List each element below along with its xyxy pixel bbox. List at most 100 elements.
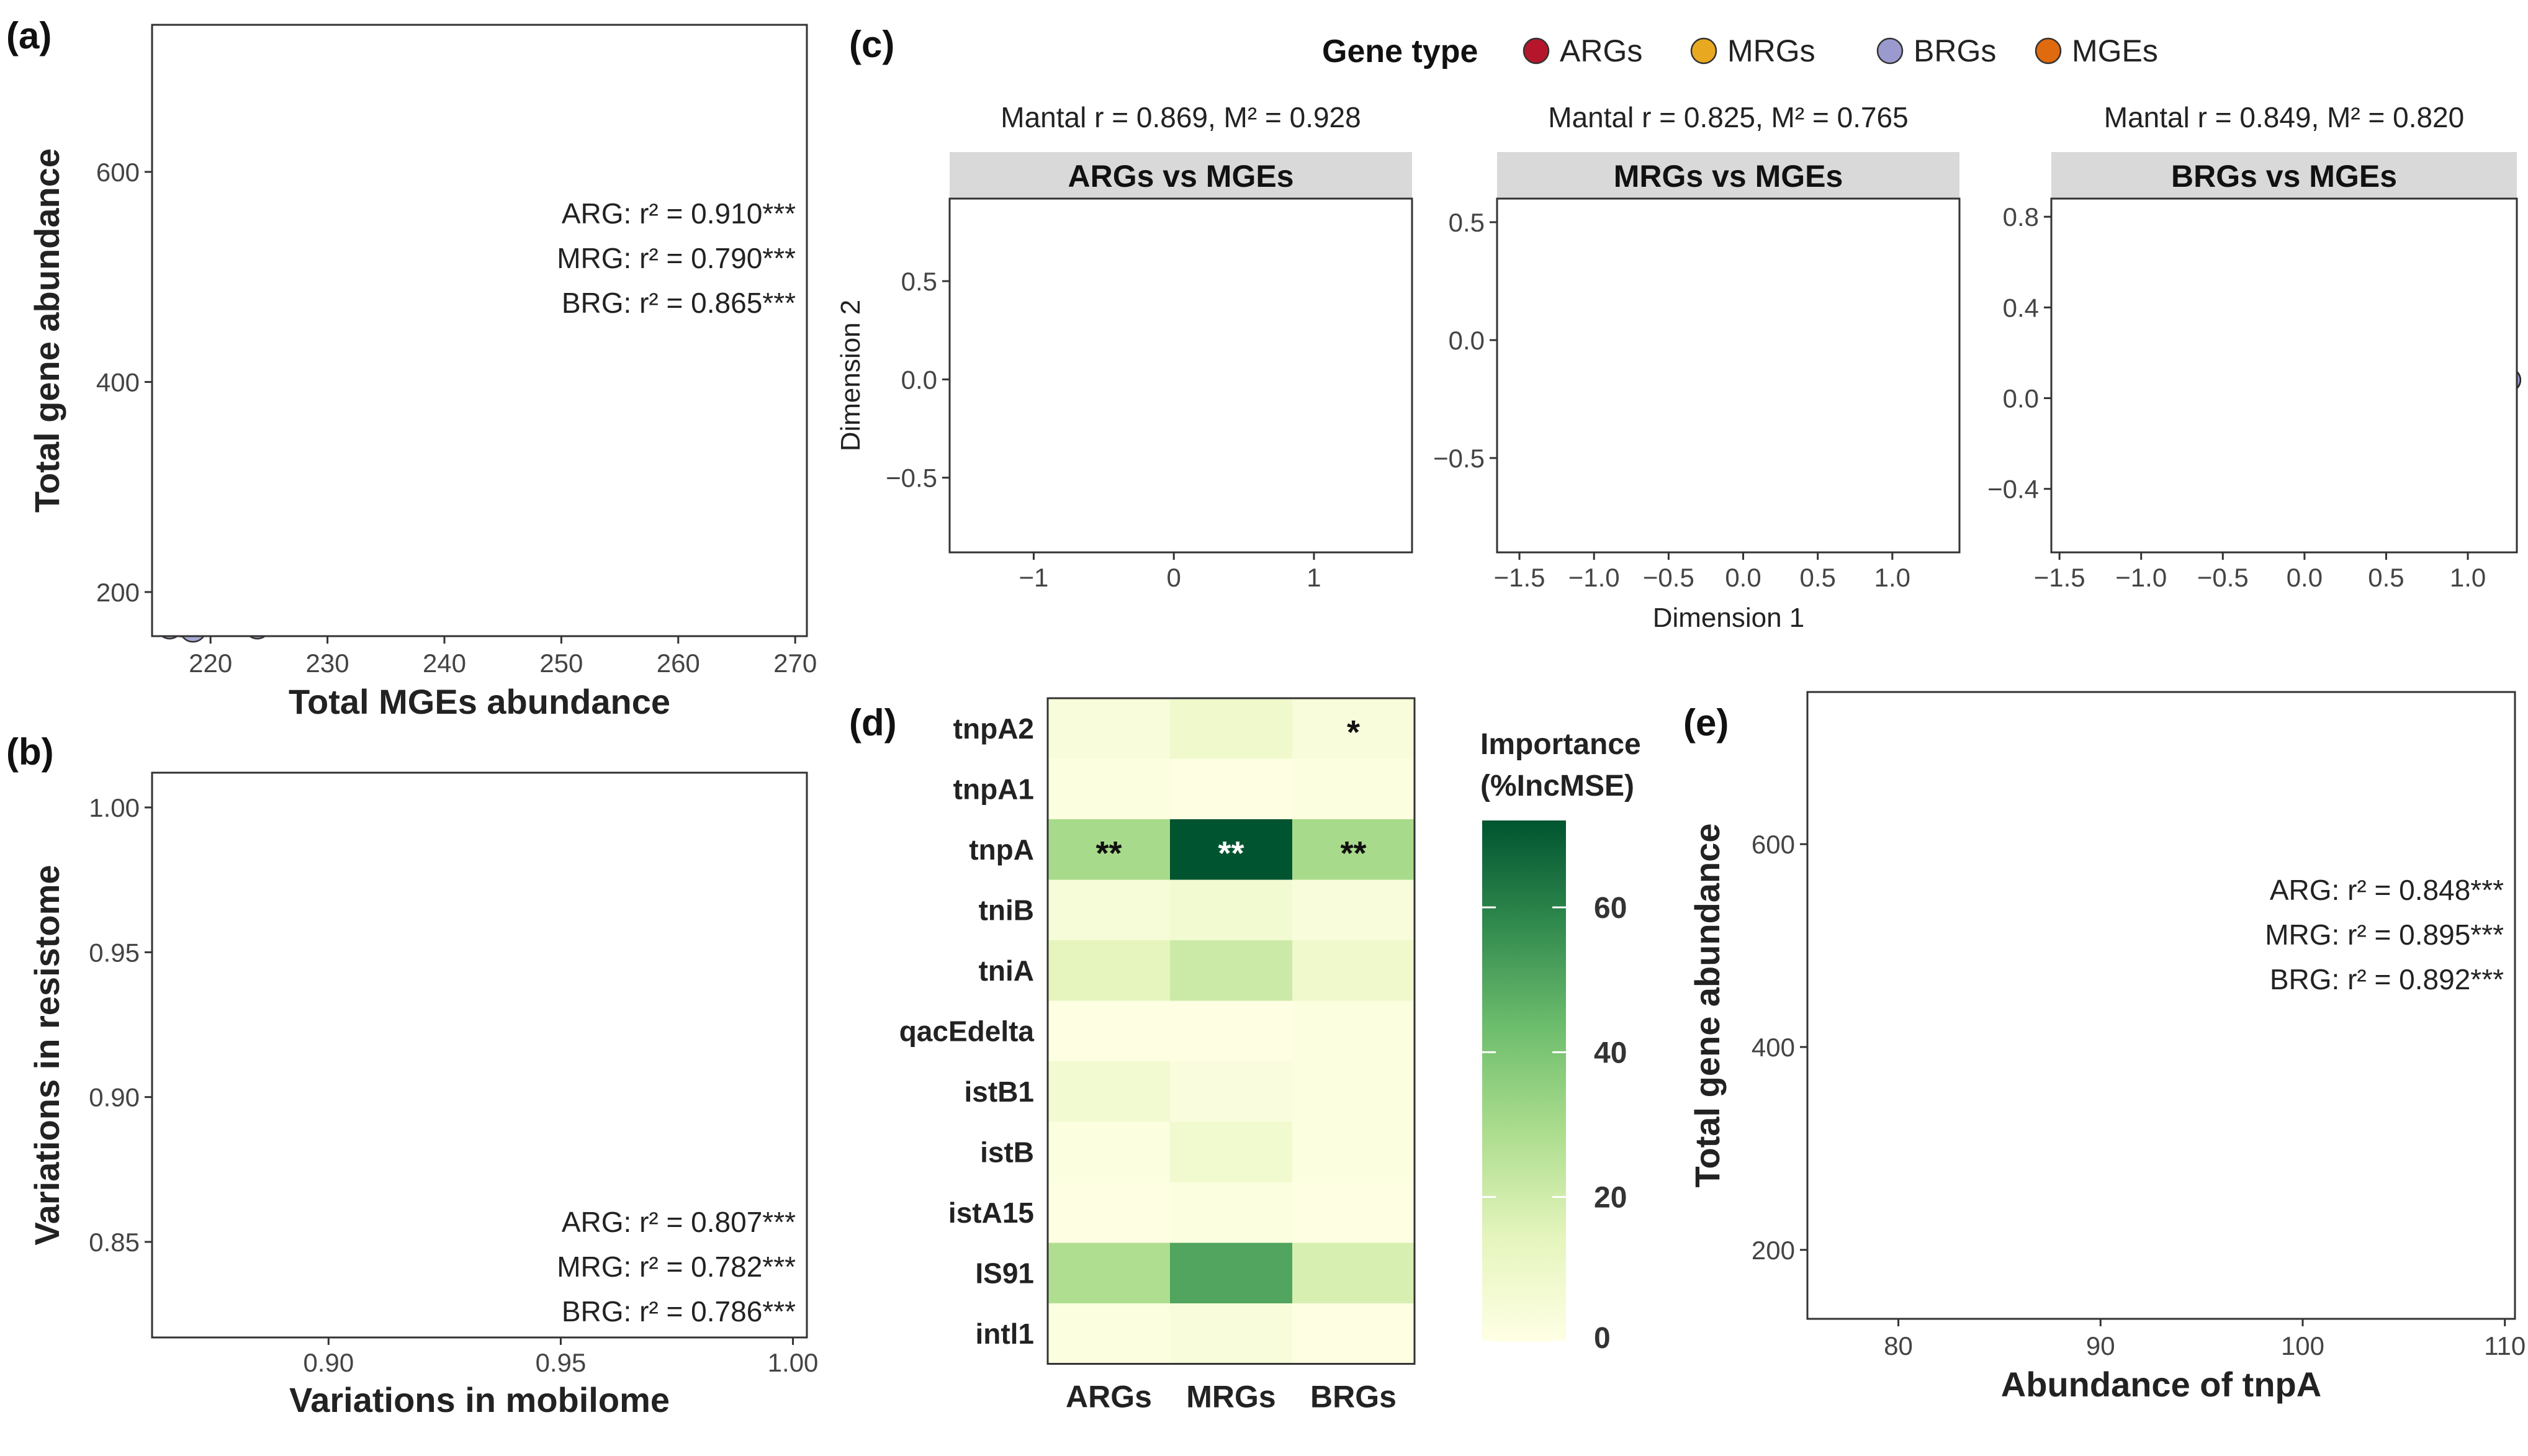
- facet-strip: [2051, 152, 2517, 199]
- x-tick-label: −0.5: [2197, 563, 2249, 592]
- mantel-statistic: Mantal r = 0.825, M² = 0.765: [1548, 101, 1908, 133]
- facet-strip: [950, 152, 1412, 199]
- legend-swatch-MGEs: [2035, 37, 2062, 65]
- stat-annotation: BRG: r² = 0.865***: [562, 287, 796, 319]
- y-tick-label: 0.95: [89, 938, 140, 967]
- x-tick-label: −1.0: [2115, 563, 2167, 592]
- x-tick-label: 90: [2086, 1331, 2115, 1360]
- heatmap-cell: [1048, 1182, 1170, 1243]
- x-tick-label: 0.0: [2287, 563, 2323, 592]
- heatmap-frame: [1046, 697, 1416, 1365]
- heatmap-cell: [1048, 698, 1170, 759]
- y-tick-label: 0.85: [89, 1228, 140, 1257]
- facet-strip-label: BRGs vs MGEs: [2171, 159, 2397, 194]
- heatmap-cell: [1048, 1121, 1170, 1182]
- legend-label-BRGs: BRGs: [1914, 34, 1996, 68]
- heatmap-cell: [1292, 1182, 1415, 1243]
- colorbar-tick-label: 0: [1594, 1322, 1611, 1355]
- x-tick-label: −1: [1019, 563, 1049, 592]
- heatmap-cell: [1292, 758, 1415, 819]
- plot-frame: [151, 771, 808, 1339]
- y-tick-label: 600: [96, 158, 140, 187]
- x-tick-label: −0.5: [1643, 563, 1694, 592]
- stat-annotation: MRG: r² = 0.790***: [557, 242, 796, 274]
- heatmap-row-label: tnpA1: [953, 773, 1034, 805]
- heatmap-cell: [1170, 1061, 1292, 1122]
- facet-strip: [1497, 152, 1959, 199]
- heatmap-row-label: istA15: [948, 1197, 1034, 1229]
- panel-b-scatter: 0.90 0.95 1.00 0.85 0.90 0.95 1.00 Variations i…: [27, 771, 819, 1419]
- y-axis-title: Total gene abundance: [1688, 823, 1727, 1187]
- heatmap-cell: [1048, 819, 1170, 880]
- panel-label-d: (d): [849, 702, 897, 744]
- stat-annotation: ARG: r² = 0.807***: [562, 1206, 796, 1238]
- heatmap-cell: [1170, 940, 1292, 1001]
- x-tick-label: 240: [423, 649, 466, 678]
- y-tick-label: −0.5: [1433, 444, 1485, 473]
- panel-label-e: (e): [1683, 702, 1729, 744]
- x-axis-title: Abundance of tnpA: [2001, 1365, 2321, 1404]
- x-tick-label: 1: [1307, 563, 1321, 592]
- x-tick-label: 0.90: [303, 1348, 354, 1377]
- facet-strip-label: MRGs vs MGEs: [1614, 159, 1843, 194]
- x-tick-label: −1.5: [2034, 563, 2085, 592]
- colorbar-tick-label: 40: [1594, 1036, 1627, 1069]
- y-axis-title: Total gene abundance: [27, 148, 66, 513]
- plot-frame: [948, 197, 1413, 554]
- heatmap-col-label: MRGs: [1186, 1380, 1275, 1414]
- y-tick-label: 0.0: [901, 365, 937, 394]
- x-tick-label: 0: [1167, 563, 1181, 592]
- legend-label-MRGs: MRGs: [1727, 34, 1815, 68]
- panel-a-scatter: 220 230 240 250 260 270 200 400 600 Total MGEs ab…: [27, 24, 817, 721]
- x-tick-label: 0.5: [2368, 563, 2404, 592]
- stat-annotation: MRG: r² = 0.782***: [557, 1251, 796, 1283]
- y-tick-label: 0.5: [901, 267, 937, 296]
- x-tick-label: 1.0: [2450, 563, 2486, 592]
- x-tick-label: −1.0: [1568, 563, 1620, 592]
- panel-label-c: (c): [849, 24, 894, 65]
- y-tick-label: 200: [1752, 1236, 1795, 1265]
- heatmap-row-label: istB1: [965, 1076, 1034, 1108]
- significance-stars: *: [1347, 714, 1360, 751]
- heatmap-cell: [1292, 1303, 1415, 1364]
- panel-label-a: (a): [6, 15, 52, 56]
- stat-annotation: BRG: r² = 0.786***: [562, 1295, 796, 1328]
- heatmap-cell: [1048, 1000, 1170, 1061]
- heatmap-cell: [1292, 1000, 1415, 1061]
- heatmap-cell: [1170, 1121, 1292, 1182]
- heatmap-cell: [1170, 819, 1292, 880]
- y-tick-label: 0.5: [1449, 208, 1485, 237]
- colorbar-tick-label: 20: [1594, 1182, 1627, 1215]
- significance-stars: **: [1095, 835, 1122, 872]
- stat-annotation: ARG: r² = 0.848***: [2270, 874, 2504, 906]
- x-tick-label: 270: [773, 649, 817, 678]
- colorbar-title-line1: Importance: [1480, 728, 1641, 761]
- y-tick-label: 0.4: [2003, 293, 2039, 322]
- mantel-statistic: Mantal r = 0.849, M² = 0.820: [2104, 101, 2464, 133]
- plot-frame: [151, 24, 808, 637]
- x-tick-label: 1.00: [768, 1348, 819, 1377]
- x-tick-label: 100: [2281, 1331, 2324, 1360]
- panel-d-heatmap: tnpA2 * tnpA1 tnpA ** ** ** tniB tniA qacEdelta is…: [899, 697, 1641, 1414]
- x-tick-label: 250: [539, 649, 583, 678]
- x-tick-label: 110: [2484, 1331, 2526, 1360]
- y-tick-label: 0.0: [1449, 326, 1485, 355]
- heatmap-cell: [1048, 1061, 1170, 1122]
- x-tick-label: −1.5: [1494, 563, 1545, 592]
- y-tick-label: 400: [96, 367, 140, 397]
- heatmap-row-label: IS91: [975, 1257, 1034, 1289]
- legend-swatch-MRGs: [1690, 37, 1717, 65]
- heatmap-cell: [1048, 940, 1170, 1001]
- heatmap-cell: [1292, 1061, 1415, 1122]
- y-tick-label: 0.0: [2003, 384, 2039, 413]
- panel-c-facets: Gene type ARGs MRGs BRGs MGEs Mantal r = 0.86…: [835, 34, 2522, 633]
- plot-frame: [2050, 197, 2518, 554]
- stat-annotation: BRG: r² = 0.892***: [2270, 963, 2504, 995]
- mantel-statistic: Mantal r = 0.869, M² = 0.928: [1001, 101, 1361, 133]
- heatmap-row-label: tnpA: [969, 834, 1034, 866]
- significance-stars: **: [1340, 835, 1366, 872]
- heatmap-cell: [1292, 698, 1415, 759]
- heatmap-cell: [1292, 1243, 1415, 1303]
- legend-label-MGEs: MGEs: [2072, 34, 2158, 68]
